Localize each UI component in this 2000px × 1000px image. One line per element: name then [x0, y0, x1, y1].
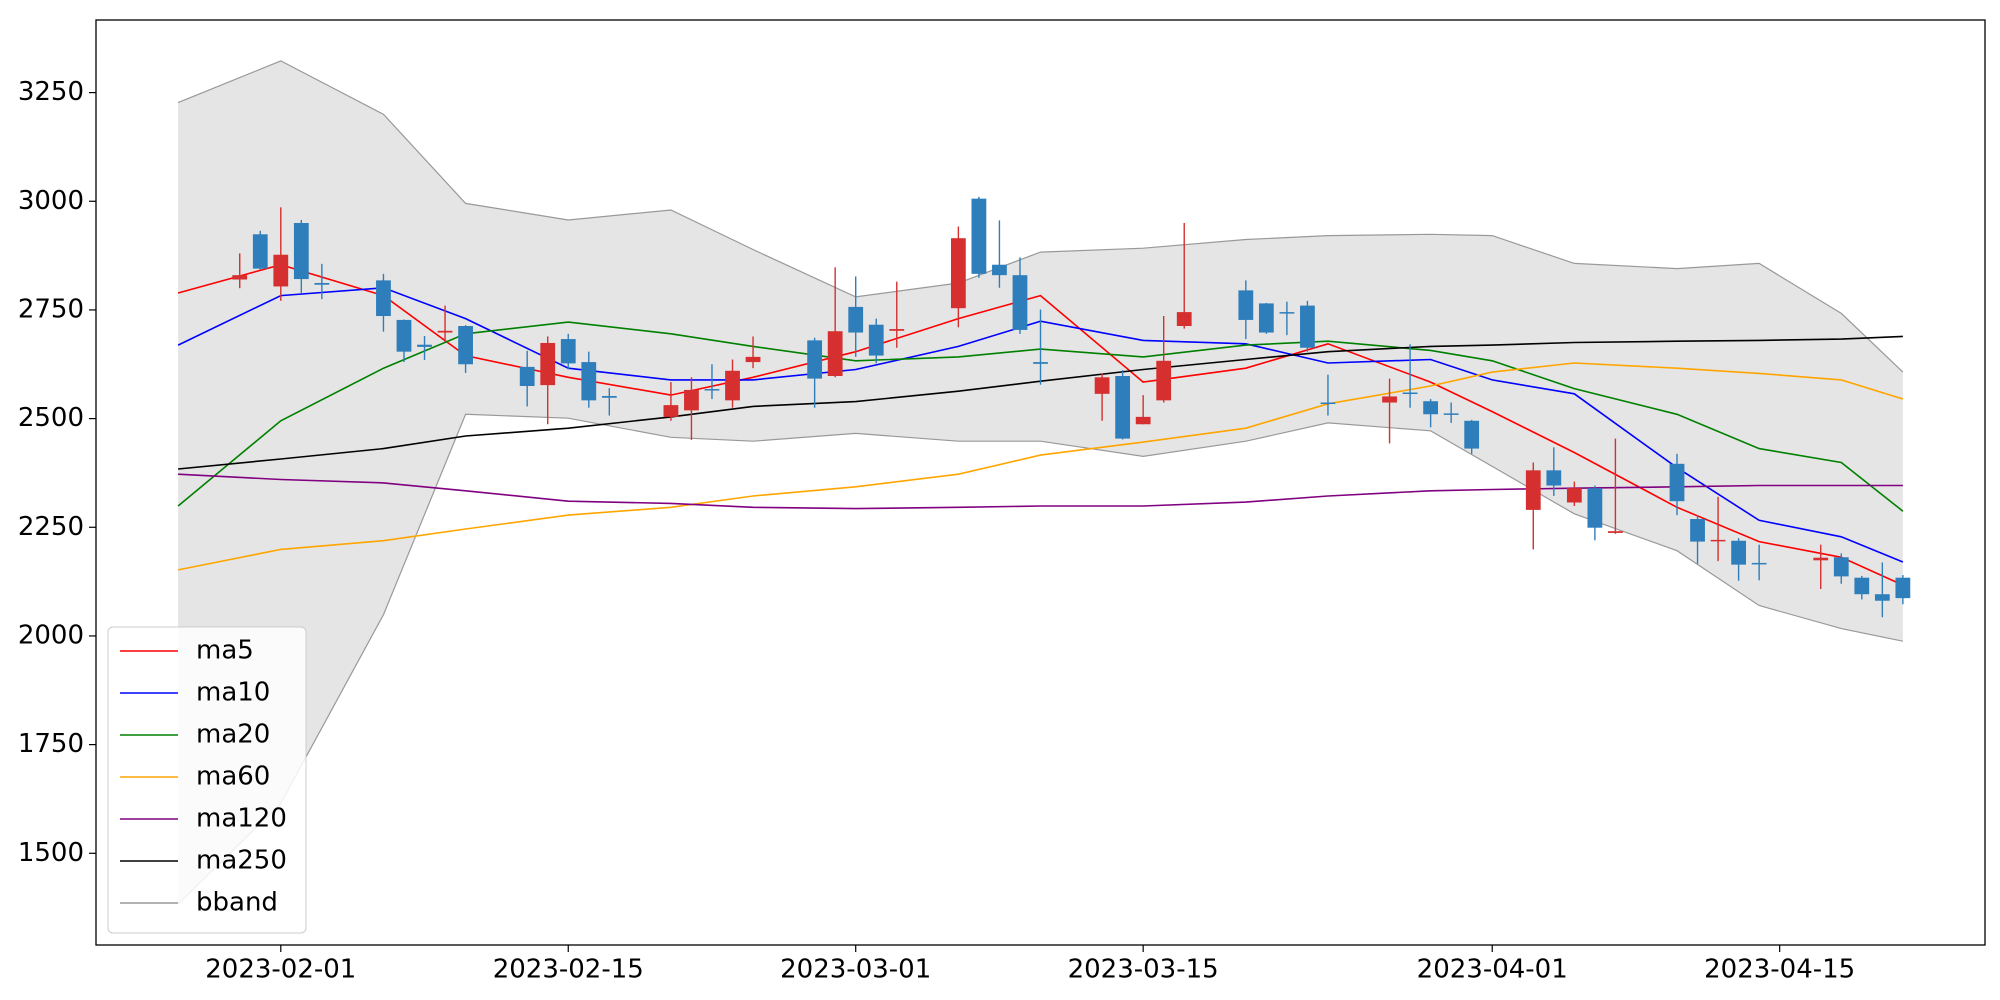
candle-body — [992, 264, 1007, 276]
x-tick-label: 2023-02-15 — [493, 955, 644, 985]
legend-label: ma20 — [196, 720, 270, 750]
bband-area — [178, 60, 1903, 905]
candle-body — [396, 319, 412, 352]
y-tick-label: 1500 — [18, 838, 84, 868]
candle-body — [1525, 470, 1541, 510]
x-tick-label: 2023-04-01 — [1417, 955, 1568, 985]
candle-body — [1279, 312, 1295, 314]
bband-upper — [177, 60, 1904, 373]
candle-body — [1669, 463, 1685, 502]
legend-label: ma120 — [196, 804, 287, 834]
candle-body — [1608, 531, 1623, 533]
x-tick-label: 2023-03-15 — [1068, 955, 1219, 985]
candle-body — [950, 238, 966, 309]
y-tick-label: 2500 — [18, 403, 84, 433]
candle-body — [1135, 416, 1151, 425]
candle-body — [1402, 392, 1418, 395]
candle-body — [1833, 557, 1849, 577]
candle-body — [704, 389, 720, 391]
candle-body — [1895, 577, 1911, 599]
y-tick-label: 2000 — [18, 620, 84, 650]
ma-line — [178, 335, 1903, 470]
candle-body — [1176, 312, 1192, 327]
candle-body — [437, 330, 453, 333]
plot-frame — [95, 19, 1986, 946]
candle-body — [684, 389, 699, 411]
candle-body — [1854, 577, 1870, 595]
candle-body — [827, 331, 843, 377]
legend-label: ma250 — [196, 846, 287, 876]
candle-body — [519, 366, 535, 387]
y-tick-label: 3250 — [18, 77, 84, 107]
ma-line — [178, 473, 1903, 510]
candle-body — [1546, 470, 1562, 486]
candle-body — [868, 324, 884, 356]
candle-body — [1382, 396, 1397, 403]
candle-body — [417, 344, 432, 347]
ma-line — [177, 321, 1904, 512]
candle-body — [1710, 539, 1726, 542]
candle-body — [1300, 305, 1315, 348]
candle-body — [663, 405, 679, 417]
candle-body — [601, 395, 617, 398]
y-tick-label: 2250 — [18, 512, 84, 542]
candle-body — [1156, 360, 1172, 401]
candle-body — [745, 356, 761, 363]
candle-body — [1464, 420, 1480, 449]
candle-body — [971, 198, 987, 274]
candle-body — [1094, 377, 1110, 394]
legend-label: bband — [196, 888, 278, 918]
x-tick-label: 2023-04-15 — [1704, 955, 1855, 985]
candle-body — [1238, 290, 1254, 320]
candle-body — [1566, 488, 1582, 503]
candle-body — [1731, 540, 1747, 565]
candle-body — [1874, 594, 1890, 601]
candle-body — [1115, 376, 1131, 439]
y-tick-label: 1750 — [18, 729, 84, 759]
ma-line — [177, 362, 1904, 571]
legend-label: ma5 — [196, 636, 254, 666]
candle-body — [1258, 303, 1274, 333]
candle-body — [232, 275, 248, 280]
candle-body — [1320, 402, 1336, 405]
y-tick-label: 3000 — [18, 186, 84, 216]
legend-label: ma10 — [196, 678, 270, 708]
candle-body — [540, 342, 556, 386]
candle-body — [1813, 557, 1829, 561]
candle-body — [1751, 562, 1767, 565]
ma-line — [177, 263, 1904, 586]
candle-body — [560, 339, 576, 364]
ma-line — [177, 286, 1904, 563]
candle-body — [1690, 519, 1705, 542]
candle-body — [848, 306, 864, 333]
candle-body — [581, 362, 597, 401]
candle-body — [458, 326, 473, 365]
legend-box — [107, 626, 307, 934]
legend-label: ma60 — [196, 762, 270, 792]
candle-body — [376, 280, 391, 317]
x-tick-label: 2023-02-01 — [205, 955, 356, 985]
candle-body — [252, 234, 268, 269]
candle-body — [807, 340, 823, 379]
candle-body — [293, 222, 309, 280]
candle-body — [1443, 413, 1459, 415]
candle-body — [1423, 401, 1439, 415]
candle-body — [1033, 362, 1048, 364]
candle-body — [1012, 275, 1028, 330]
y-tick-label: 2750 — [18, 294, 84, 324]
candle-body — [314, 282, 330, 285]
candle-body — [889, 329, 905, 331]
x-tick-label: 2023-03-01 — [780, 955, 931, 985]
candle-body — [273, 254, 289, 287]
candle-body — [1587, 488, 1603, 528]
candle-body — [725, 370, 740, 401]
legend: ma5 ma10 ma20 ma60 ma120 ma250 bband — [107, 626, 307, 934]
